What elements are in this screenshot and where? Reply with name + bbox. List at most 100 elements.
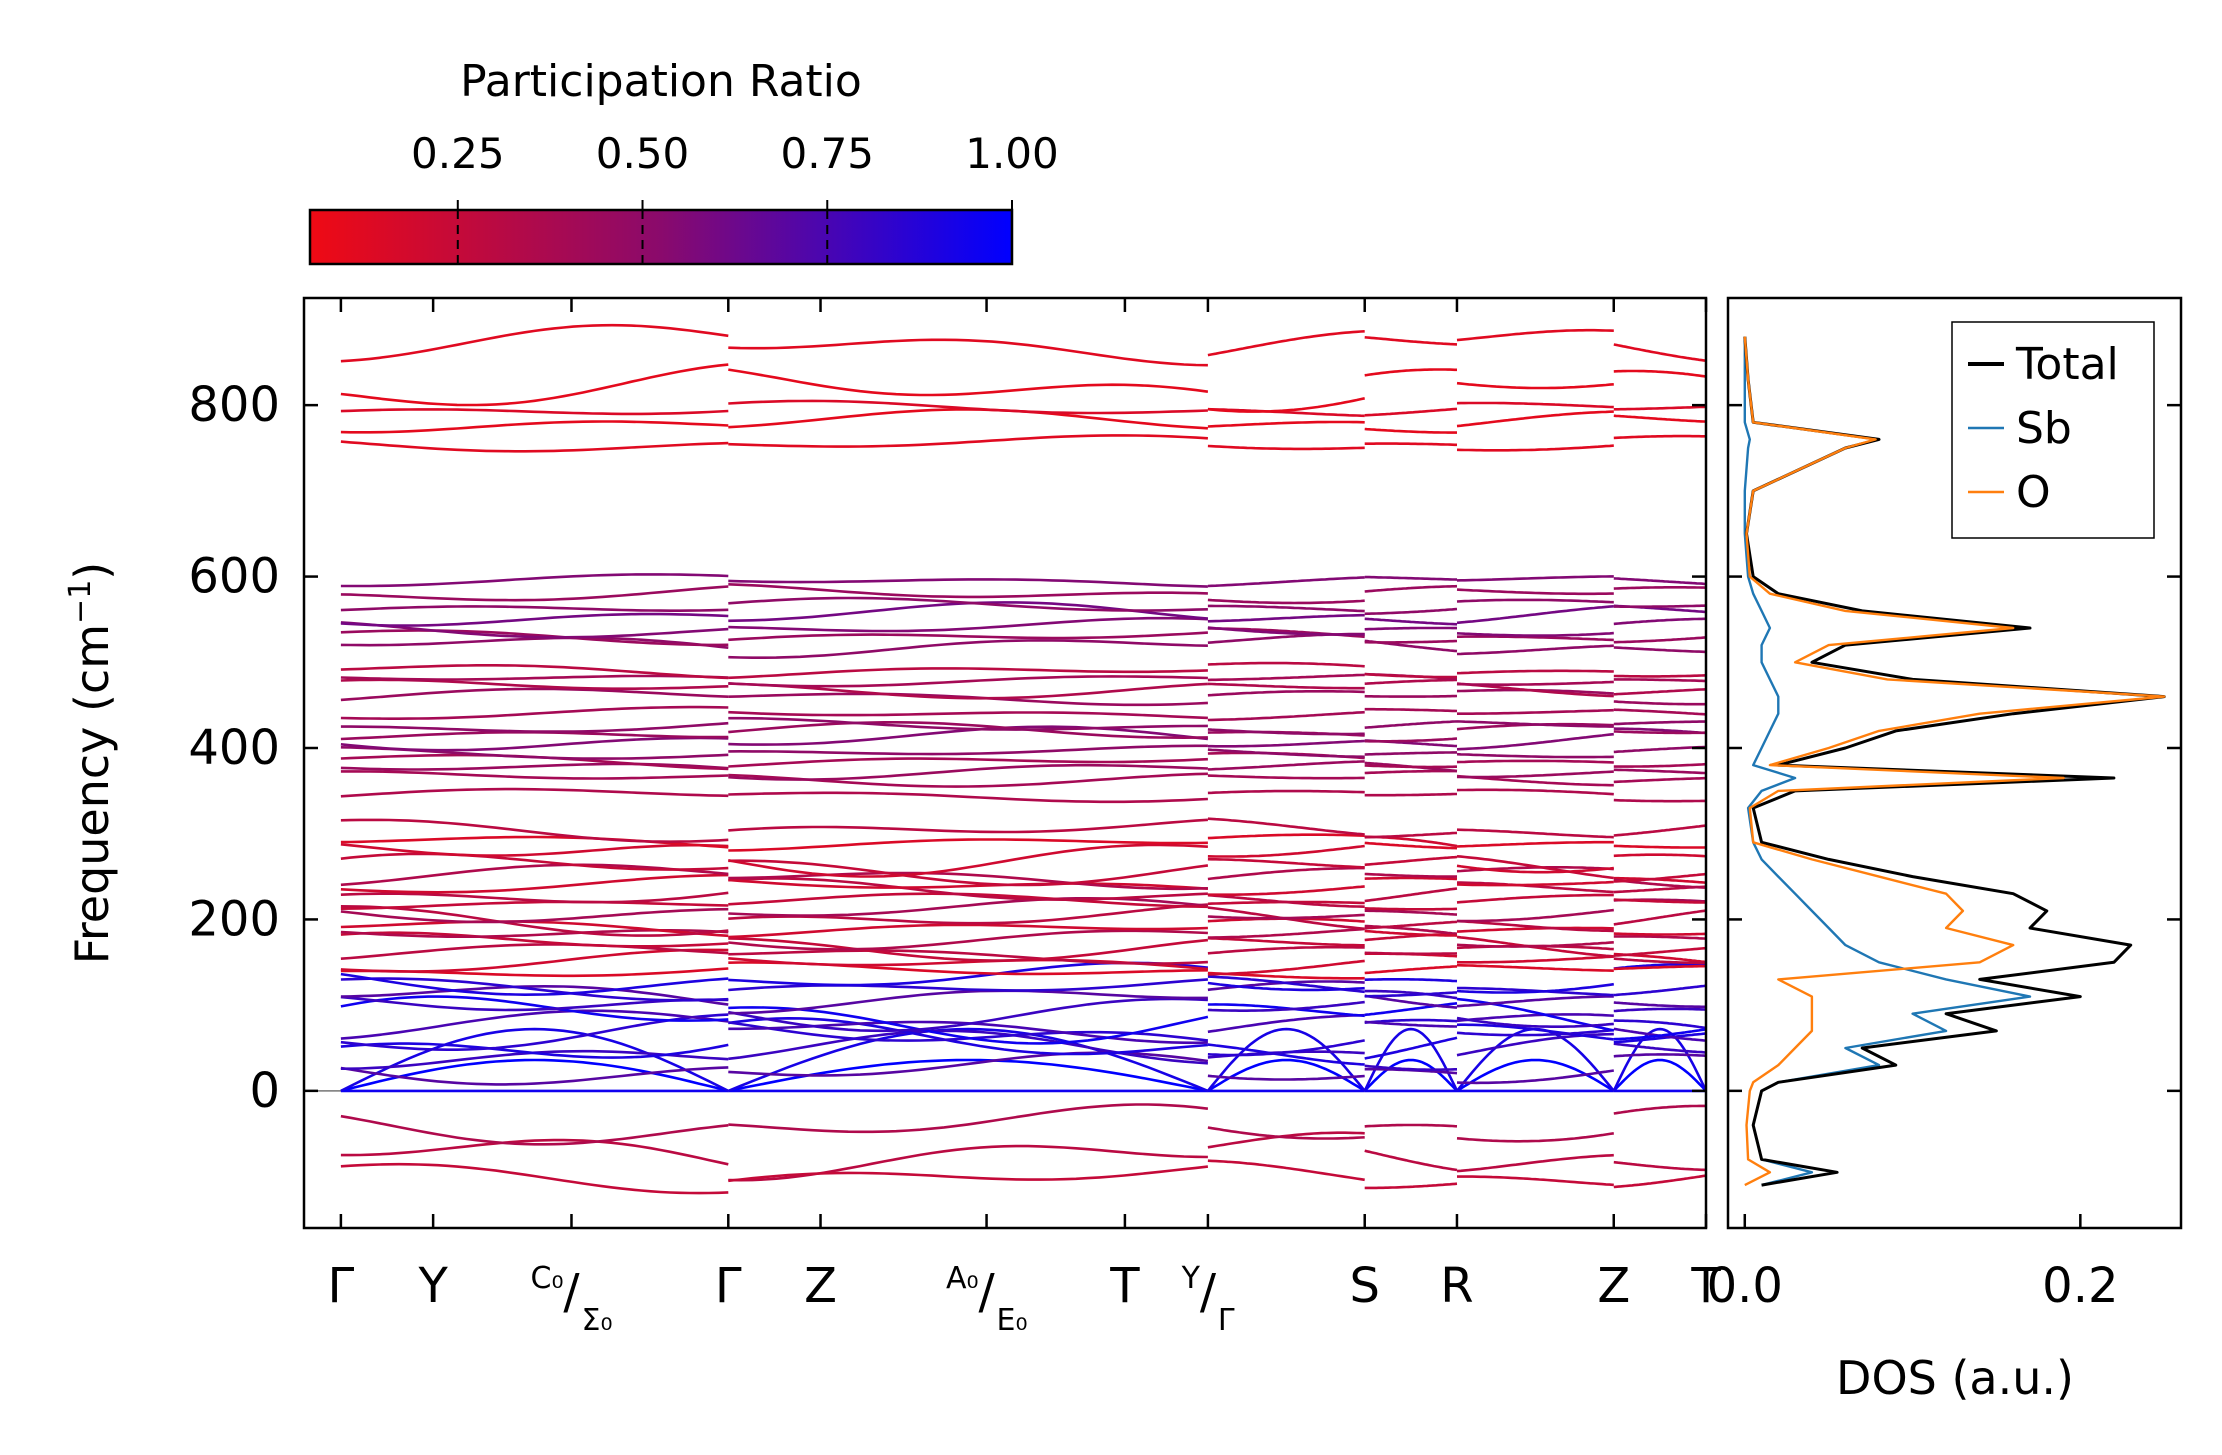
band-line (728, 583, 1208, 599)
band-line (728, 399, 1208, 415)
band-line (728, 949, 1208, 965)
band-line (728, 859, 1209, 887)
k-point-label-sub: Γ (1218, 1303, 1235, 1338)
k-point-label: T (1690, 1258, 1721, 1314)
band-line (1207, 710, 1365, 722)
band-line (728, 843, 1208, 878)
band-line (1456, 720, 1614, 728)
band-line (1207, 927, 1365, 939)
band-line (1613, 617, 1706, 626)
band-line (728, 838, 1208, 852)
band-line (1456, 963, 1614, 972)
band-line (1613, 762, 1706, 768)
k-point-label: Y (417, 1258, 448, 1314)
band-line (1364, 737, 1458, 743)
k-point-label: Y/Γ (1181, 1261, 1235, 1338)
band-line (1456, 588, 1614, 596)
band-line (1613, 1053, 1706, 1058)
band-line (340, 770, 729, 780)
band-y-axis-label: Frequency (cm−1) (63, 562, 119, 965)
band-line (340, 972, 729, 997)
band-line (1364, 639, 1458, 644)
band-line (1456, 444, 1614, 452)
band-line (1456, 908, 1614, 923)
band-line (1207, 1013, 1365, 1034)
band-line (1364, 407, 1458, 417)
band-line (1207, 397, 1365, 413)
band-line (1613, 844, 1706, 849)
band-line (1364, 427, 1457, 434)
band-line (1364, 1123, 1458, 1128)
band-line (728, 710, 1208, 720)
band-line (1456, 982, 1614, 994)
band-line (1207, 661, 1365, 668)
legend-label-o: O (2016, 467, 2051, 518)
band-line (728, 818, 1208, 834)
band-line (1364, 584, 1458, 593)
band-line (1613, 708, 1706, 716)
band-line (1456, 1028, 1614, 1037)
band-line (340, 323, 729, 363)
dos-lines (1743, 336, 2166, 1187)
band-line (1456, 828, 1614, 839)
band-line (728, 997, 1208, 1033)
band-line (1456, 955, 1614, 964)
band-line (340, 905, 729, 937)
band-line (728, 721, 1208, 740)
k-point-label-slash: / (563, 1264, 580, 1320)
band-line (1456, 575, 1614, 582)
dos-line-sb (1743, 336, 2032, 1187)
band-line (1207, 1126, 1365, 1140)
band-line (340, 408, 729, 416)
band-line (1364, 920, 1458, 930)
band-line (1613, 1007, 1706, 1013)
k-point-label-slash: / (978, 1264, 995, 1320)
band-line (1364, 792, 1457, 797)
band-line (1613, 674, 1706, 678)
band-line (1613, 932, 1706, 936)
band-line (728, 923, 1208, 939)
band-line (1364, 672, 1457, 679)
dos-plot-frame (1726, 296, 2183, 1230)
band-line (340, 984, 729, 1006)
band-x-axis: Γ Y C₀/Σ₀Γ Z A₀/E₀T Y/ΓS R Z T (328, 298, 1721, 1338)
band-line (340, 721, 729, 733)
band-line (340, 363, 729, 407)
band-line (340, 585, 729, 602)
band-line (1364, 876, 1458, 881)
band-line (1456, 880, 1614, 887)
band-line (1364, 707, 1458, 713)
band-line (1613, 872, 1706, 883)
band-line (340, 852, 729, 871)
k-point-label-sup: A₀ (946, 1261, 979, 1296)
k-point-label: A₀/E₀ (946, 1261, 1028, 1338)
band-line (727, 1027, 1209, 1093)
band-line (728, 338, 1208, 367)
band-line (1364, 694, 1458, 698)
dos-x-tick-label: 0.2 (2042, 1258, 2118, 1314)
band-line (728, 978, 1208, 992)
colorbar-label: Participation Ratio (460, 56, 862, 107)
band-line (1364, 994, 1458, 1009)
band-line (1207, 774, 1365, 780)
band-line (1207, 1058, 1366, 1092)
band-line (340, 787, 729, 798)
band-line (728, 1016, 1209, 1056)
band-line (728, 877, 1208, 902)
band-line (1456, 1175, 1614, 1187)
band-line (1456, 855, 1614, 880)
band-line (1207, 857, 1365, 869)
band-line (1613, 405, 1706, 411)
band-line (340, 931, 729, 948)
band-line (1207, 981, 1365, 992)
band-line (1613, 776, 1706, 784)
dos-x-tick-label: 0.0 (1707, 1258, 1783, 1314)
band-line (340, 736, 729, 752)
band-line (1613, 720, 1706, 726)
band-line (1613, 414, 1706, 423)
band-line (728, 1165, 1209, 1183)
k-point-label: Γ (328, 1258, 355, 1314)
band-line (1207, 1039, 1365, 1057)
